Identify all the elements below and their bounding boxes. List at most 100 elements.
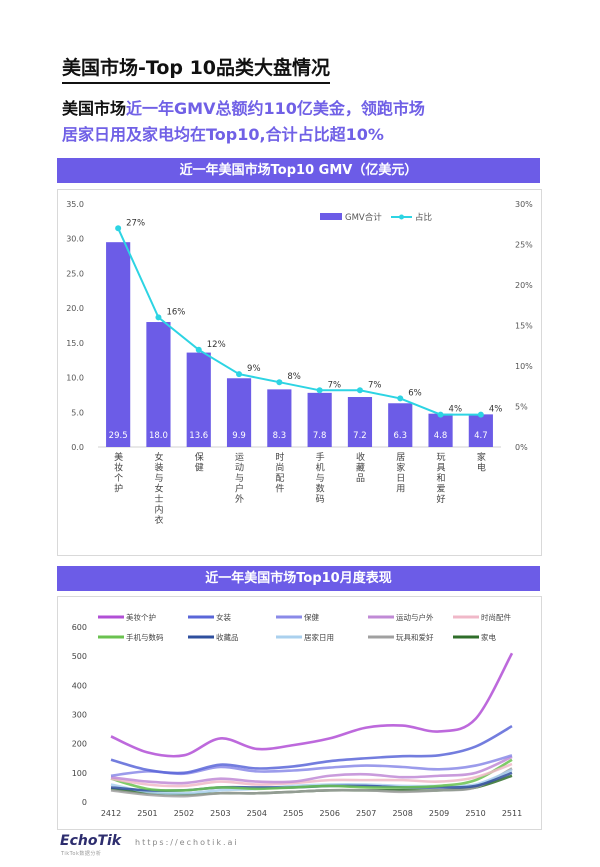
- share-point: [356, 387, 363, 394]
- bar-value-label: 18.0: [149, 431, 168, 441]
- bar-value-label: 6.3: [393, 431, 407, 441]
- share-point: [397, 395, 404, 402]
- share-point: [437, 411, 444, 418]
- headline-part2: 近一年GMV总额约110亿美金，领跑市场: [126, 99, 425, 118]
- share-label: 8%: [287, 372, 301, 382]
- y-right-tick: 25%: [515, 241, 533, 250]
- x-tick: 2510: [465, 809, 485, 818]
- x-tick: 2507: [356, 809, 376, 818]
- bar: [307, 392, 332, 447]
- series-line: [110, 758, 513, 792]
- legend-label: 玩具和爱好: [396, 632, 434, 642]
- headline-part1: 美国市场: [62, 99, 127, 118]
- share-label: 4%: [489, 405, 503, 415]
- bar-value-label: 9.9: [232, 431, 246, 441]
- legend-label-share: 占比: [415, 212, 432, 223]
- y-left-tick: 30.0: [66, 235, 84, 244]
- monthly-line-chart: 0 100 200 300 400 500 600 2412 2501 2502 2503 2504 2…: [72, 612, 522, 818]
- legend-label: 保健: [304, 612, 319, 622]
- chart1-banner: 近一年美国市场Top10 GMV（亿美元）: [57, 158, 540, 183]
- share-line: [117, 227, 481, 416]
- share-label: 9%: [247, 364, 260, 374]
- y-right-tick: 5%: [515, 403, 528, 412]
- share-point: [155, 314, 162, 321]
- category-label: 玩具和爱好: [437, 452, 446, 505]
- share-point: [236, 371, 243, 378]
- bar: [146, 322, 171, 447]
- bar-value-label: 7.8: [313, 431, 327, 441]
- y-left-tick: 35.0: [66, 200, 84, 209]
- share-point: [316, 387, 323, 394]
- share-label: 27%: [126, 218, 145, 228]
- chart1-panel: 0.0 5.0 10.0 15.0 20.0 25.0 30.0 35.0 0% 5% 10% 15%…: [57, 189, 542, 556]
- footer-url[interactable]: https://echotik.ai: [135, 838, 239, 847]
- y-tick: 200: [72, 740, 87, 749]
- bar: [388, 403, 413, 447]
- category-label: 收藏品: [356, 451, 365, 484]
- y-tick: 600: [72, 623, 87, 632]
- bar-value-label: 4.8: [434, 431, 448, 441]
- legend-label: 收藏品: [216, 632, 239, 642]
- y-left-tick: 25.0: [66, 269, 84, 278]
- chart2-panel: 0 100 200 300 400 500 600 2412 2501 2502 2503 2504 2…: [57, 596, 542, 830]
- y-left-tick: 15.0: [66, 339, 84, 348]
- echotik-logo: EchoTik: [60, 833, 122, 849]
- bar: [186, 352, 211, 447]
- x-tick: 2502: [174, 809, 194, 818]
- category-label: 美妆个护: [114, 451, 123, 495]
- category-label: 手机与数码: [316, 451, 325, 505]
- bar-value-label: 4.7: [474, 431, 488, 441]
- y-right-tick: 15%: [515, 322, 533, 331]
- category-label: 家电: [477, 451, 486, 474]
- y-tick: 0: [82, 798, 87, 807]
- y-left-tick: 10.0: [66, 374, 84, 383]
- share-label: 6%: [408, 388, 422, 398]
- category-label: 运动与户外: [235, 452, 244, 505]
- category-label: 居家日用: [396, 452, 405, 495]
- x-tick: 2412: [101, 809, 121, 818]
- x-tick: 2506: [320, 809, 340, 818]
- legend-label: 时尚配件: [481, 612, 511, 622]
- y-right-tick: 30%: [515, 200, 533, 209]
- series-line: [110, 652, 514, 758]
- share-point: [115, 225, 122, 232]
- legend-swatch-gmv: [320, 213, 342, 220]
- x-tick: 2511: [502, 809, 522, 818]
- bar-value-label: 8.3: [273, 431, 287, 441]
- series-line: [110, 767, 513, 798]
- series-line: [110, 755, 513, 785]
- category-label: 时尚配件: [275, 451, 284, 495]
- legend-label: 手机与数码: [126, 632, 164, 642]
- bar-value-label: 7.2: [353, 431, 367, 441]
- bar-value-label: 13.6: [189, 431, 208, 441]
- legend-label: 运动与户外: [396, 612, 434, 622]
- x-tick: 2501: [137, 809, 157, 818]
- chart2-banner: 近一年美国市场Top10月度表现: [57, 566, 540, 591]
- share-label: 7%: [328, 380, 342, 390]
- y-right-tick: 20%: [515, 281, 533, 290]
- bar: [468, 414, 493, 447]
- series-line: [110, 762, 513, 788]
- y-left-tick: 20.0: [66, 304, 84, 313]
- series-line: [110, 725, 513, 775]
- headline-part3: 居家日用及家电均在Top10,合计占比超10%: [62, 125, 384, 144]
- legend-label: 女装: [216, 612, 231, 622]
- y-tick: 500: [72, 652, 87, 661]
- y-right-tick: 10%: [515, 362, 533, 371]
- share-label: 16%: [166, 307, 185, 317]
- x-tick: 2504: [247, 809, 267, 818]
- y-tick: 100: [72, 769, 87, 778]
- y-right-tick: 0%: [515, 443, 528, 452]
- legend-label: 家电: [481, 632, 496, 642]
- bar: [347, 397, 373, 447]
- gmv-bar-chart: 0.0 5.0 10.0 15.0 20.0 25.0 30.0 35.0 0% 5% 10% 15%…: [66, 200, 533, 526]
- legend-marker-share: [399, 214, 404, 220]
- share-label: 7%: [368, 380, 382, 390]
- legend-label: 居家日用: [304, 632, 334, 642]
- share-point: [477, 411, 484, 418]
- x-tick: 2503: [210, 809, 230, 818]
- x-tick: 2509: [429, 809, 449, 818]
- share-point: [276, 379, 283, 386]
- x-tick: 2505: [283, 809, 303, 818]
- bar: [226, 378, 252, 447]
